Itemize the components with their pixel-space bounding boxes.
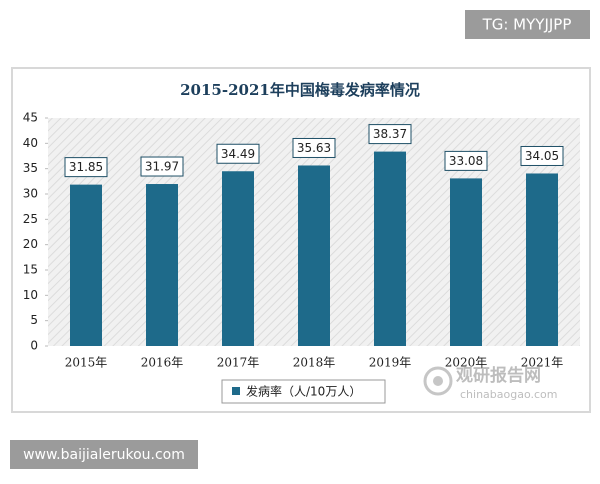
y-tick-label: 5 [30, 313, 38, 327]
bar [146, 184, 178, 346]
x-tick-label: 2019年 [369, 356, 412, 370]
value-label: 34.05 [525, 149, 559, 163]
y-tick-label: 25 [23, 212, 38, 226]
value-label: 33.08 [449, 154, 483, 168]
value-label-box [520, 145, 564, 166]
y-tick-label: 45 [23, 111, 38, 125]
value-label: 34.49 [221, 147, 255, 161]
overlay-text: TG: MYYJJPP [482, 16, 572, 34]
legend-swatch [232, 387, 240, 395]
y-tick-label: 35 [23, 161, 38, 175]
watermark-logo [423, 366, 453, 396]
x-tick-label: 2021年 [521, 356, 564, 370]
chart-title: 2015-2021年中国梅毒发病率情况 [180, 81, 420, 99]
value-label: 31.97 [145, 160, 179, 174]
bar [298, 165, 330, 346]
watermark-name: 观研报告网 [455, 365, 541, 386]
value-label-box [64, 157, 108, 178]
value-label: 35.63 [297, 141, 331, 155]
x-tick-label: 2017年 [217, 356, 260, 370]
x-tick-label: 2018年 [293, 356, 336, 370]
overlay-box [465, 10, 590, 39]
x-tick-label: 2016年 [141, 356, 184, 370]
bar [70, 184, 102, 346]
bar [374, 151, 406, 346]
value-label: 38.37 [373, 127, 407, 141]
value-label-box [444, 150, 488, 171]
legend-label: 发病率（人/10万人） [246, 384, 361, 399]
value-label-box [216, 143, 260, 164]
overlay-box [10, 440, 198, 469]
value-label: 31.85 [69, 160, 103, 174]
value-label-box [292, 137, 336, 158]
value-label-box [368, 124, 412, 145]
x-tick-label: 2020年 [445, 356, 488, 370]
y-tick-label: 0 [30, 339, 38, 353]
watermark: 观研报告网 chinabaogao.com [423, 365, 558, 401]
value-label-box [140, 156, 184, 177]
y-tick-label: 40 [23, 136, 38, 150]
bar [526, 173, 558, 346]
y-tick-label: 30 [23, 187, 38, 201]
y-tick-label: 20 [23, 237, 38, 251]
y-tick-label: 10 [23, 288, 38, 302]
legend-box [221, 379, 386, 404]
overlay-text: www.baijialerukou.com [23, 447, 185, 463]
x-tick-label: 2015年 [65, 356, 108, 370]
bar [450, 178, 482, 346]
bar [222, 171, 254, 346]
legend: 发病率（人/10万人） [221, 379, 386, 404]
y-tick-label: 15 [23, 263, 38, 277]
watermark-logo [433, 376, 443, 386]
watermark-url: chinabaogao.com [460, 388, 558, 401]
